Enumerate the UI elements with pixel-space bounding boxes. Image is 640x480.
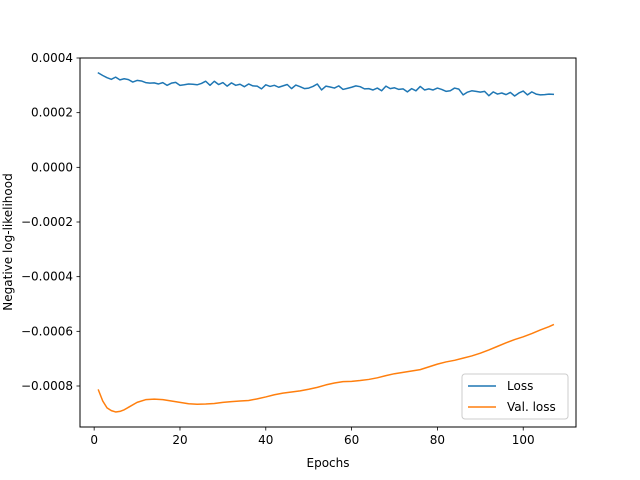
plot-frame <box>79 57 577 428</box>
series-line-loss <box>97 72 555 97</box>
x-tick-label: 0 <box>90 433 98 447</box>
legend: Loss Val. loss <box>461 373 569 420</box>
y-tick-label: −0.0002 <box>21 215 73 229</box>
y-axis: −0.0008 −0.0006 −0.0004 −0.0002 0.0000 0.0002… <box>21 51 80 393</box>
x-tick-label: 20 <box>172 433 187 447</box>
series-line-val-loss <box>97 323 555 413</box>
legend-label-loss: Loss <box>507 379 533 393</box>
legend-label-val-loss: Val. loss <box>507 400 556 414</box>
y-tick-label: 0.0004 <box>31 51 73 65</box>
x-tick-label: 100 <box>512 433 535 447</box>
y-tick-label: 0.0000 <box>31 160 73 174</box>
series-layer <box>97 72 555 413</box>
y-tick-label: −0.0004 <box>21 270 73 284</box>
x-tick-label: 40 <box>258 433 273 447</box>
x-axis-label: Epochs <box>307 456 350 470</box>
y-tick-label: 0.0002 <box>31 106 73 120</box>
y-axis-label: Negative log-likelihood <box>1 173 15 310</box>
plot-area <box>80 58 576 427</box>
y-tick-label: −0.0006 <box>21 324 73 338</box>
x-tick-label: 60 <box>344 433 359 447</box>
x-tick-label: 80 <box>430 433 445 447</box>
x-axis: 0 20 40 60 80 100 <box>90 427 535 447</box>
y-tick-label: −0.0008 <box>21 379 73 393</box>
